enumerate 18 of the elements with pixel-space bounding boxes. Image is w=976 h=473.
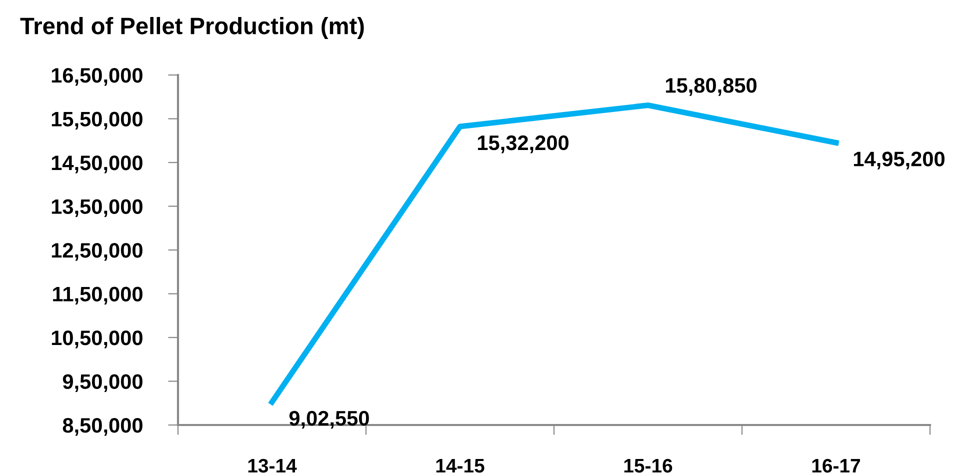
data-label: 9,02,550: [289, 410, 369, 429]
data-label: 14,95,200: [854, 152, 944, 170]
y-tick-label: 13,50,000: [52, 199, 142, 218]
x-tick-label: 14-15: [436, 459, 484, 473]
y-tick-label: 12,50,000: [52, 243, 142, 261]
x-tick-label: 15-16: [624, 458, 672, 473]
y-tick-label: 11,50,000: [53, 286, 142, 305]
chart-title: Trend of Pellet Production (mt): [20, 16, 364, 40]
data-label: 15,80,850: [666, 78, 756, 96]
y-tick-label: 14,50,000: [52, 156, 142, 174]
y-tick-label: 15,50,000: [52, 112, 142, 130]
y-tick-label: 9,50,000: [62, 374, 142, 392]
y-tick-label: 8,50,000: [62, 418, 142, 436]
data-label: 15,32,200: [478, 135, 568, 154]
y-tick-label: 10,50,000: [52, 330, 142, 348]
x-tick-label: 13-14: [248, 458, 297, 473]
x-tick-label: 16-17: [812, 458, 860, 473]
y-tick-label: 16,50,000: [52, 68, 142, 86]
